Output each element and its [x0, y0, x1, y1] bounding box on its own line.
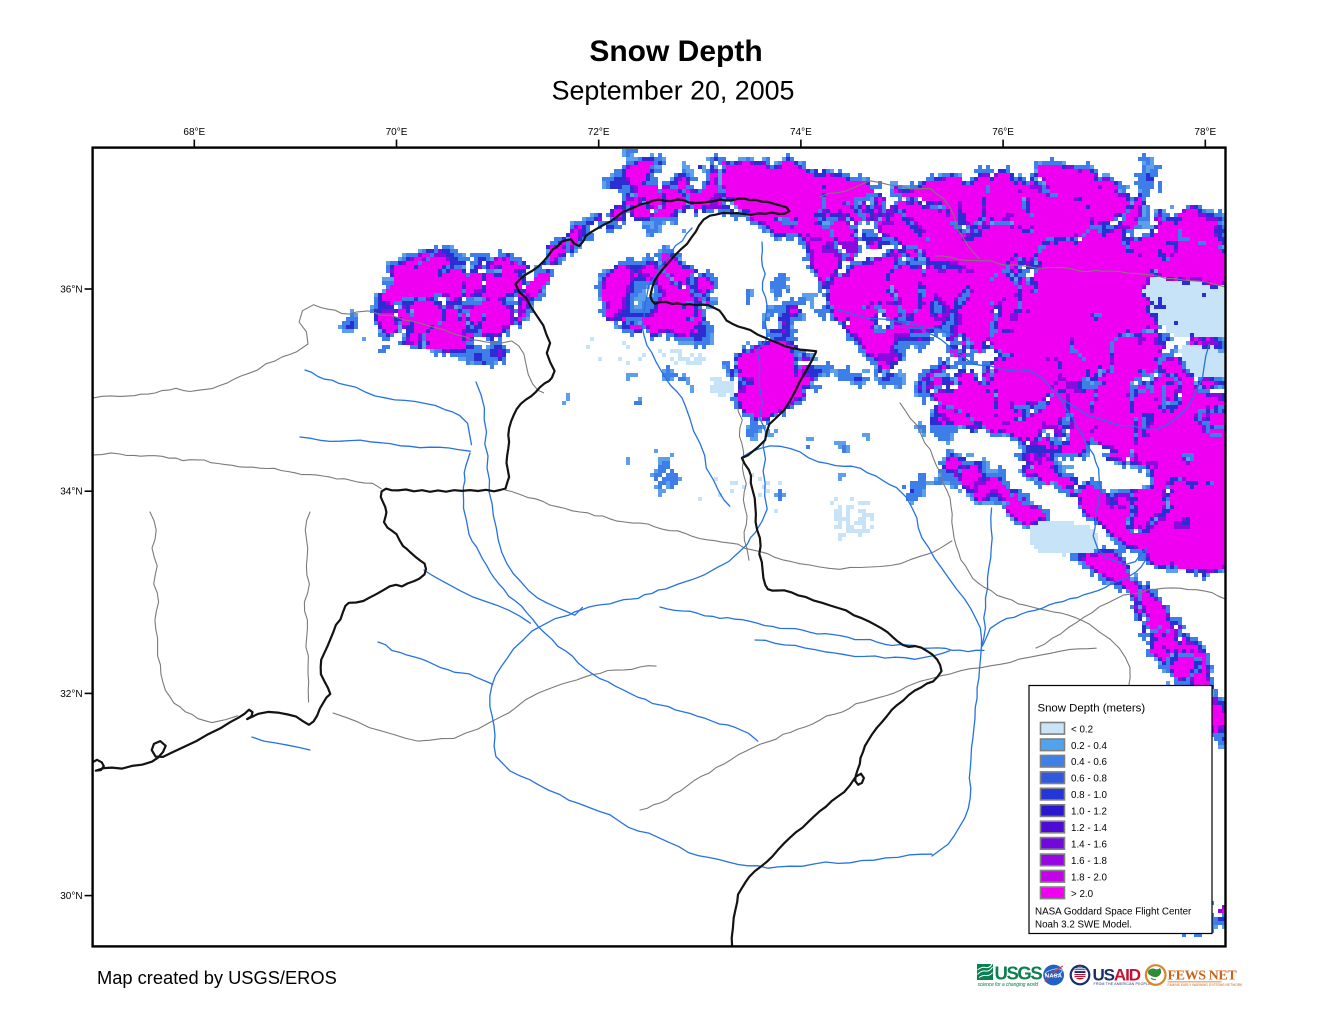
svg-text:September 20, 2005: September 20, 2005	[552, 76, 795, 106]
svg-text:74°E: 74°E	[790, 127, 812, 138]
svg-text:Snow Depth: Snow Depth	[589, 35, 762, 68]
svg-text:1.2 - 1.4: 1.2 - 1.4	[1071, 823, 1107, 834]
svg-text:0.8 - 1.0: 0.8 - 1.0	[1071, 790, 1107, 801]
svg-text:36°N: 36°N	[60, 285, 82, 296]
svg-text:0.2 - 0.4: 0.2 - 0.4	[1071, 741, 1107, 752]
svg-text:32°N: 32°N	[60, 689, 82, 700]
svg-text:FROM THE AMERICAN PEOPLE: FROM THE AMERICAN PEOPLE	[1094, 982, 1152, 986]
svg-text:68°E: 68°E	[183, 127, 205, 138]
svg-text:70°E: 70°E	[386, 127, 408, 138]
svg-text:1.6 - 1.8: 1.6 - 1.8	[1071, 856, 1107, 867]
svg-text:30°N: 30°N	[60, 891, 82, 902]
svg-text:78°E: 78°E	[1194, 127, 1216, 138]
svg-text:< 0.2: < 0.2	[1071, 724, 1093, 735]
svg-text:72°E: 72°E	[588, 127, 610, 138]
svg-text:science for a changing world: science for a changing world	[978, 982, 1039, 988]
svg-text:USGS: USGS	[995, 963, 1043, 984]
svg-text:1.8 - 2.0: 1.8 - 2.0	[1071, 872, 1107, 883]
svg-text:NASA Goddard Space Flight Cent: NASA Goddard Space Flight Center	[1035, 907, 1192, 918]
svg-text:FEWS NET: FEWS NET	[1168, 969, 1238, 984]
svg-text:Snow Depth (meters): Snow Depth (meters)	[1038, 703, 1146, 715]
svg-text:NASA: NASA	[1045, 974, 1063, 980]
svg-text:76°E: 76°E	[992, 127, 1014, 138]
svg-text:> 2.0: > 2.0	[1071, 889, 1094, 900]
svg-text:0.6 - 0.8: 0.6 - 0.8	[1071, 774, 1107, 785]
svg-text:0.4 - 0.6: 0.4 - 0.6	[1071, 757, 1107, 768]
svg-text:34°N: 34°N	[60, 487, 82, 498]
svg-text:1.4 - 1.6: 1.4 - 1.6	[1071, 839, 1107, 850]
svg-text:USAID: USAID	[1093, 966, 1141, 985]
svg-text:Map created by USGS/EROS: Map created by USGS/EROS	[97, 967, 337, 988]
svg-text:FAMINE EARLY WARNING SYSTEMS N: FAMINE EARLY WARNING SYSTEMS NETWORK	[1168, 983, 1244, 987]
svg-text:Noah 3.2 SWE Model.: Noah 3.2 SWE Model.	[1035, 920, 1132, 931]
svg-text:1.0 - 1.2: 1.0 - 1.2	[1071, 807, 1107, 818]
